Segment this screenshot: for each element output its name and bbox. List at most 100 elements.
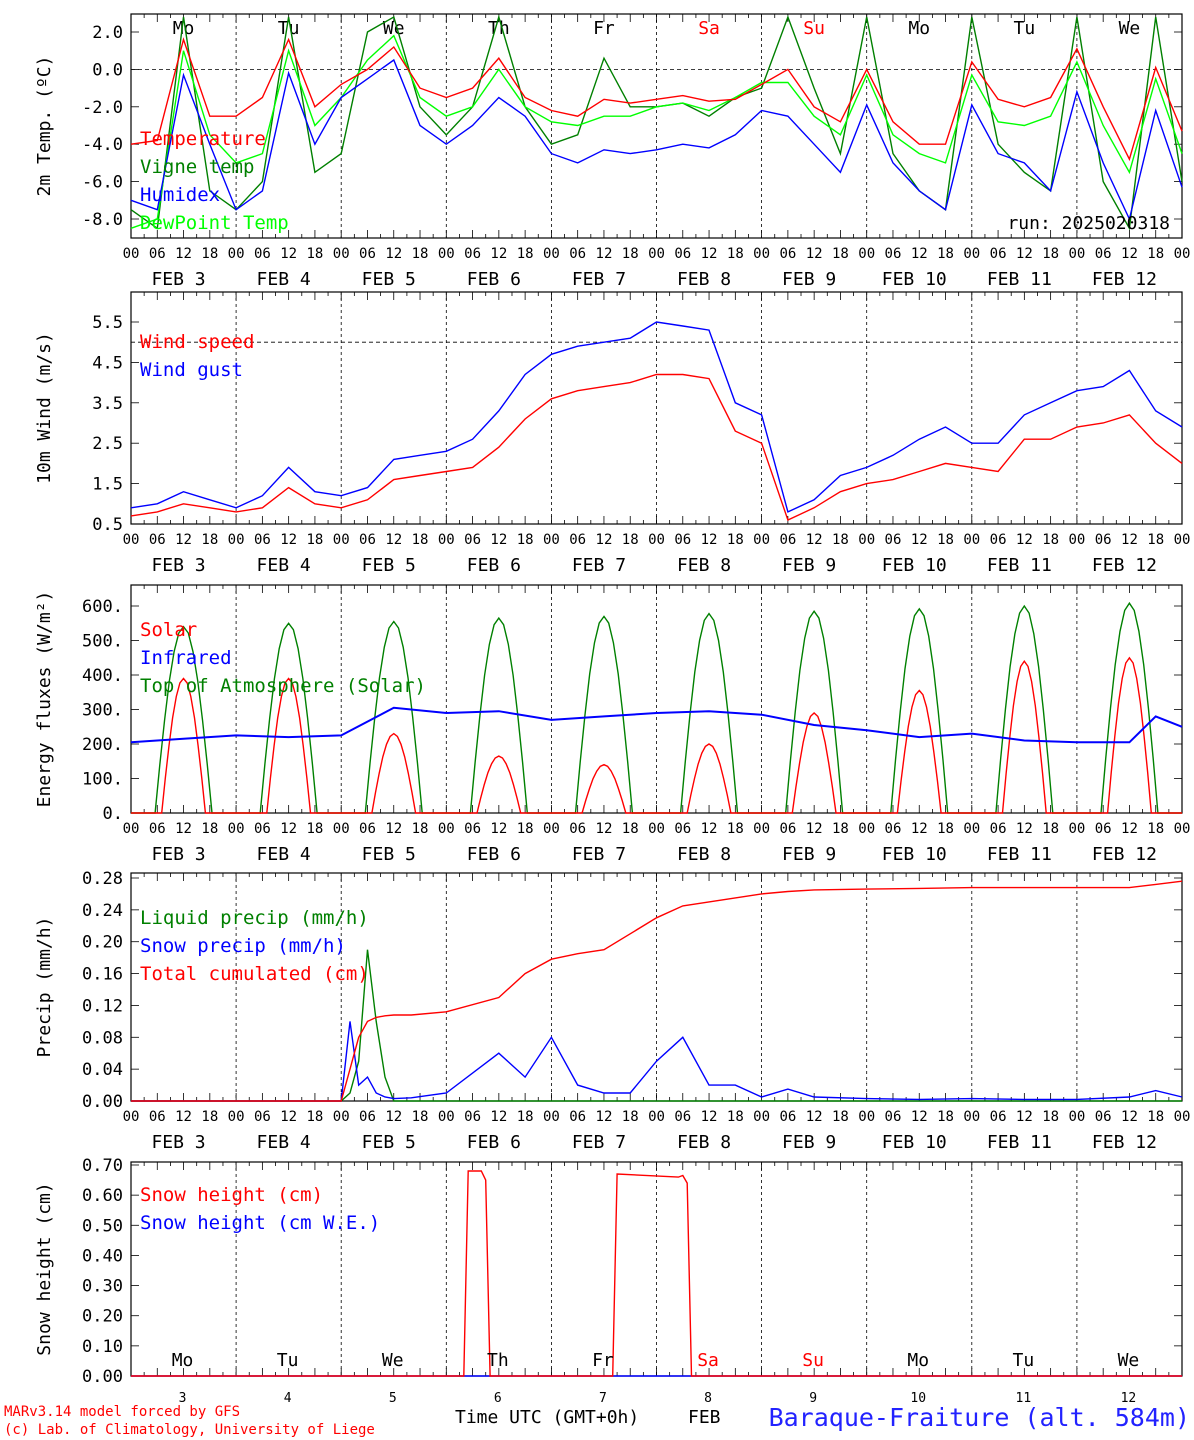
day-label: FEB 9 xyxy=(782,269,836,290)
day-label: FEB 7 xyxy=(572,1132,626,1153)
hour-label: 18 xyxy=(727,532,744,548)
hour-label: 00 xyxy=(228,246,245,262)
hour-label: 12 xyxy=(596,1109,613,1125)
hour-label: 18 xyxy=(306,1109,323,1125)
series-line xyxy=(130,321,1183,513)
y-tick-label: 2.5 xyxy=(92,434,123,454)
hour-label: 18 xyxy=(412,1109,429,1125)
day-label: FEB 4 xyxy=(257,844,311,865)
day-number: 6 xyxy=(494,1391,502,1406)
day-number: 7 xyxy=(599,1391,607,1406)
y-tick-label: 300. xyxy=(82,701,123,721)
hour-label: 12 xyxy=(596,532,613,548)
y-axis-label: Energy fluxes (W/m²) xyxy=(34,591,55,808)
y-tick-label: 0.28 xyxy=(82,869,123,889)
hour-label: 18 xyxy=(1147,532,1164,548)
y-tick-label: 400. xyxy=(82,666,123,686)
hour-label: 00 xyxy=(858,246,875,262)
footer: MARv3.14 model forced by GFS (c) Lab. of … xyxy=(4,1403,1190,1438)
day-label: FEB 8 xyxy=(677,269,731,290)
month-label: FEB xyxy=(688,1407,721,1428)
panel-1: 2.0 0.0 -2.0 -4.0 -6.0 -8.0 2m Temp. (ºC) 00 06 1… xyxy=(34,13,1190,290)
hour-label: 18 xyxy=(1147,1109,1164,1125)
hour-label: 00 xyxy=(753,1109,770,1125)
hour-label: 12 xyxy=(806,821,823,837)
y-axis-label: 10m Wind (m/s) xyxy=(34,332,55,484)
legend-entry: Vigne temp xyxy=(140,156,254,178)
hour-label: 00 xyxy=(123,532,140,548)
day-number: 4 xyxy=(284,1391,292,1406)
hour-label: 18 xyxy=(937,821,954,837)
hour-label: 12 xyxy=(596,246,613,262)
y-tick-label: -2.0 xyxy=(82,98,123,118)
hour-label: 06 xyxy=(779,246,796,262)
weekday-label: We xyxy=(1118,1350,1140,1371)
day-number: 12 xyxy=(1121,1391,1137,1406)
day-number: 5 xyxy=(389,1391,397,1406)
weekday-label: Mo xyxy=(173,18,195,39)
y-tick-label: -4.0 xyxy=(82,135,123,155)
day-label: FEB 6 xyxy=(467,269,521,290)
hour-label: 06 xyxy=(885,532,902,548)
hour-label: 12 xyxy=(701,532,718,548)
hour-label: 12 xyxy=(911,246,928,262)
day-label: FEB 8 xyxy=(677,1132,731,1153)
x-axis-label: Time UTC (GMT+0h) xyxy=(455,1407,639,1428)
hour-label: 06 xyxy=(779,821,796,837)
day-number: 9 xyxy=(809,1391,817,1406)
hour-label: 00 xyxy=(753,246,770,262)
y-tick-label: 0.20 xyxy=(82,933,123,953)
panel-2: 5.5 4.5 3.5 2.5 1.5 0.5 10m Wind (m/s) 00 06 12 18… xyxy=(34,291,1190,576)
day-label: FEB 7 xyxy=(572,555,626,576)
hour-label: 00 xyxy=(963,1109,980,1125)
hour-label: 06 xyxy=(569,1109,586,1125)
hour-label: 12 xyxy=(806,1109,823,1125)
hour-label: 12 xyxy=(280,1109,297,1125)
weekday-label: Fr xyxy=(592,1350,614,1371)
legend-entry: Total cumulated (cm) xyxy=(140,963,369,985)
day-label: FEB 6 xyxy=(467,844,521,865)
hour-label: 12 xyxy=(1121,246,1138,262)
y-tick-label: 0. xyxy=(103,804,123,824)
hour-label: 18 xyxy=(412,821,429,837)
hour-label: 12 xyxy=(280,532,297,548)
hour-label: 12 xyxy=(1016,1109,1033,1125)
y-axis-label: Snow height (cm) xyxy=(34,1182,55,1355)
hour-label: 18 xyxy=(306,821,323,837)
legend-entry: DewPoint Temp xyxy=(140,212,289,234)
series-line xyxy=(130,34,1183,229)
series-line xyxy=(131,656,1182,814)
y-tick-label: 0.24 xyxy=(82,901,123,921)
hour-label: 00 xyxy=(1068,532,1085,548)
hour-label: 00 xyxy=(1068,821,1085,837)
hour-label: 00 xyxy=(648,821,665,837)
hour-label: 00 xyxy=(333,246,350,262)
series-line xyxy=(131,949,1182,1102)
hour-label: 18 xyxy=(727,246,744,262)
hour-label: 18 xyxy=(517,1109,534,1125)
hour-label: 18 xyxy=(1042,821,1059,837)
y-tick-label: 0.12 xyxy=(82,996,123,1016)
hour-label: 00 xyxy=(333,1109,350,1125)
hour-label: 00 xyxy=(648,246,665,262)
day-label: FEB 10 xyxy=(882,844,947,865)
hour-label: 12 xyxy=(490,246,507,262)
legend-entry: Snow height (cm W.E.) xyxy=(140,1212,380,1234)
hour-label: 06 xyxy=(464,821,481,837)
hour-label: 18 xyxy=(832,1109,849,1125)
hour-label: 00 xyxy=(438,246,455,262)
hour-label: 18 xyxy=(412,532,429,548)
y-tick-label: 0.10 xyxy=(82,1337,123,1357)
hour-label: 06 xyxy=(464,1109,481,1125)
day-label: FEB 5 xyxy=(362,1132,416,1153)
day-label: FEB 11 xyxy=(987,555,1052,576)
y-tick-label: 0.50 xyxy=(82,1216,123,1236)
day-label: FEB 11 xyxy=(987,269,1052,290)
hour-label: 06 xyxy=(254,1109,271,1125)
hour-label: 06 xyxy=(885,1109,902,1125)
day-label: FEB 3 xyxy=(151,269,205,290)
hour-label: 12 xyxy=(1016,246,1033,262)
hour-label: 06 xyxy=(254,821,271,837)
hour-label: 12 xyxy=(490,532,507,548)
hour-label: 00 xyxy=(1174,821,1191,837)
